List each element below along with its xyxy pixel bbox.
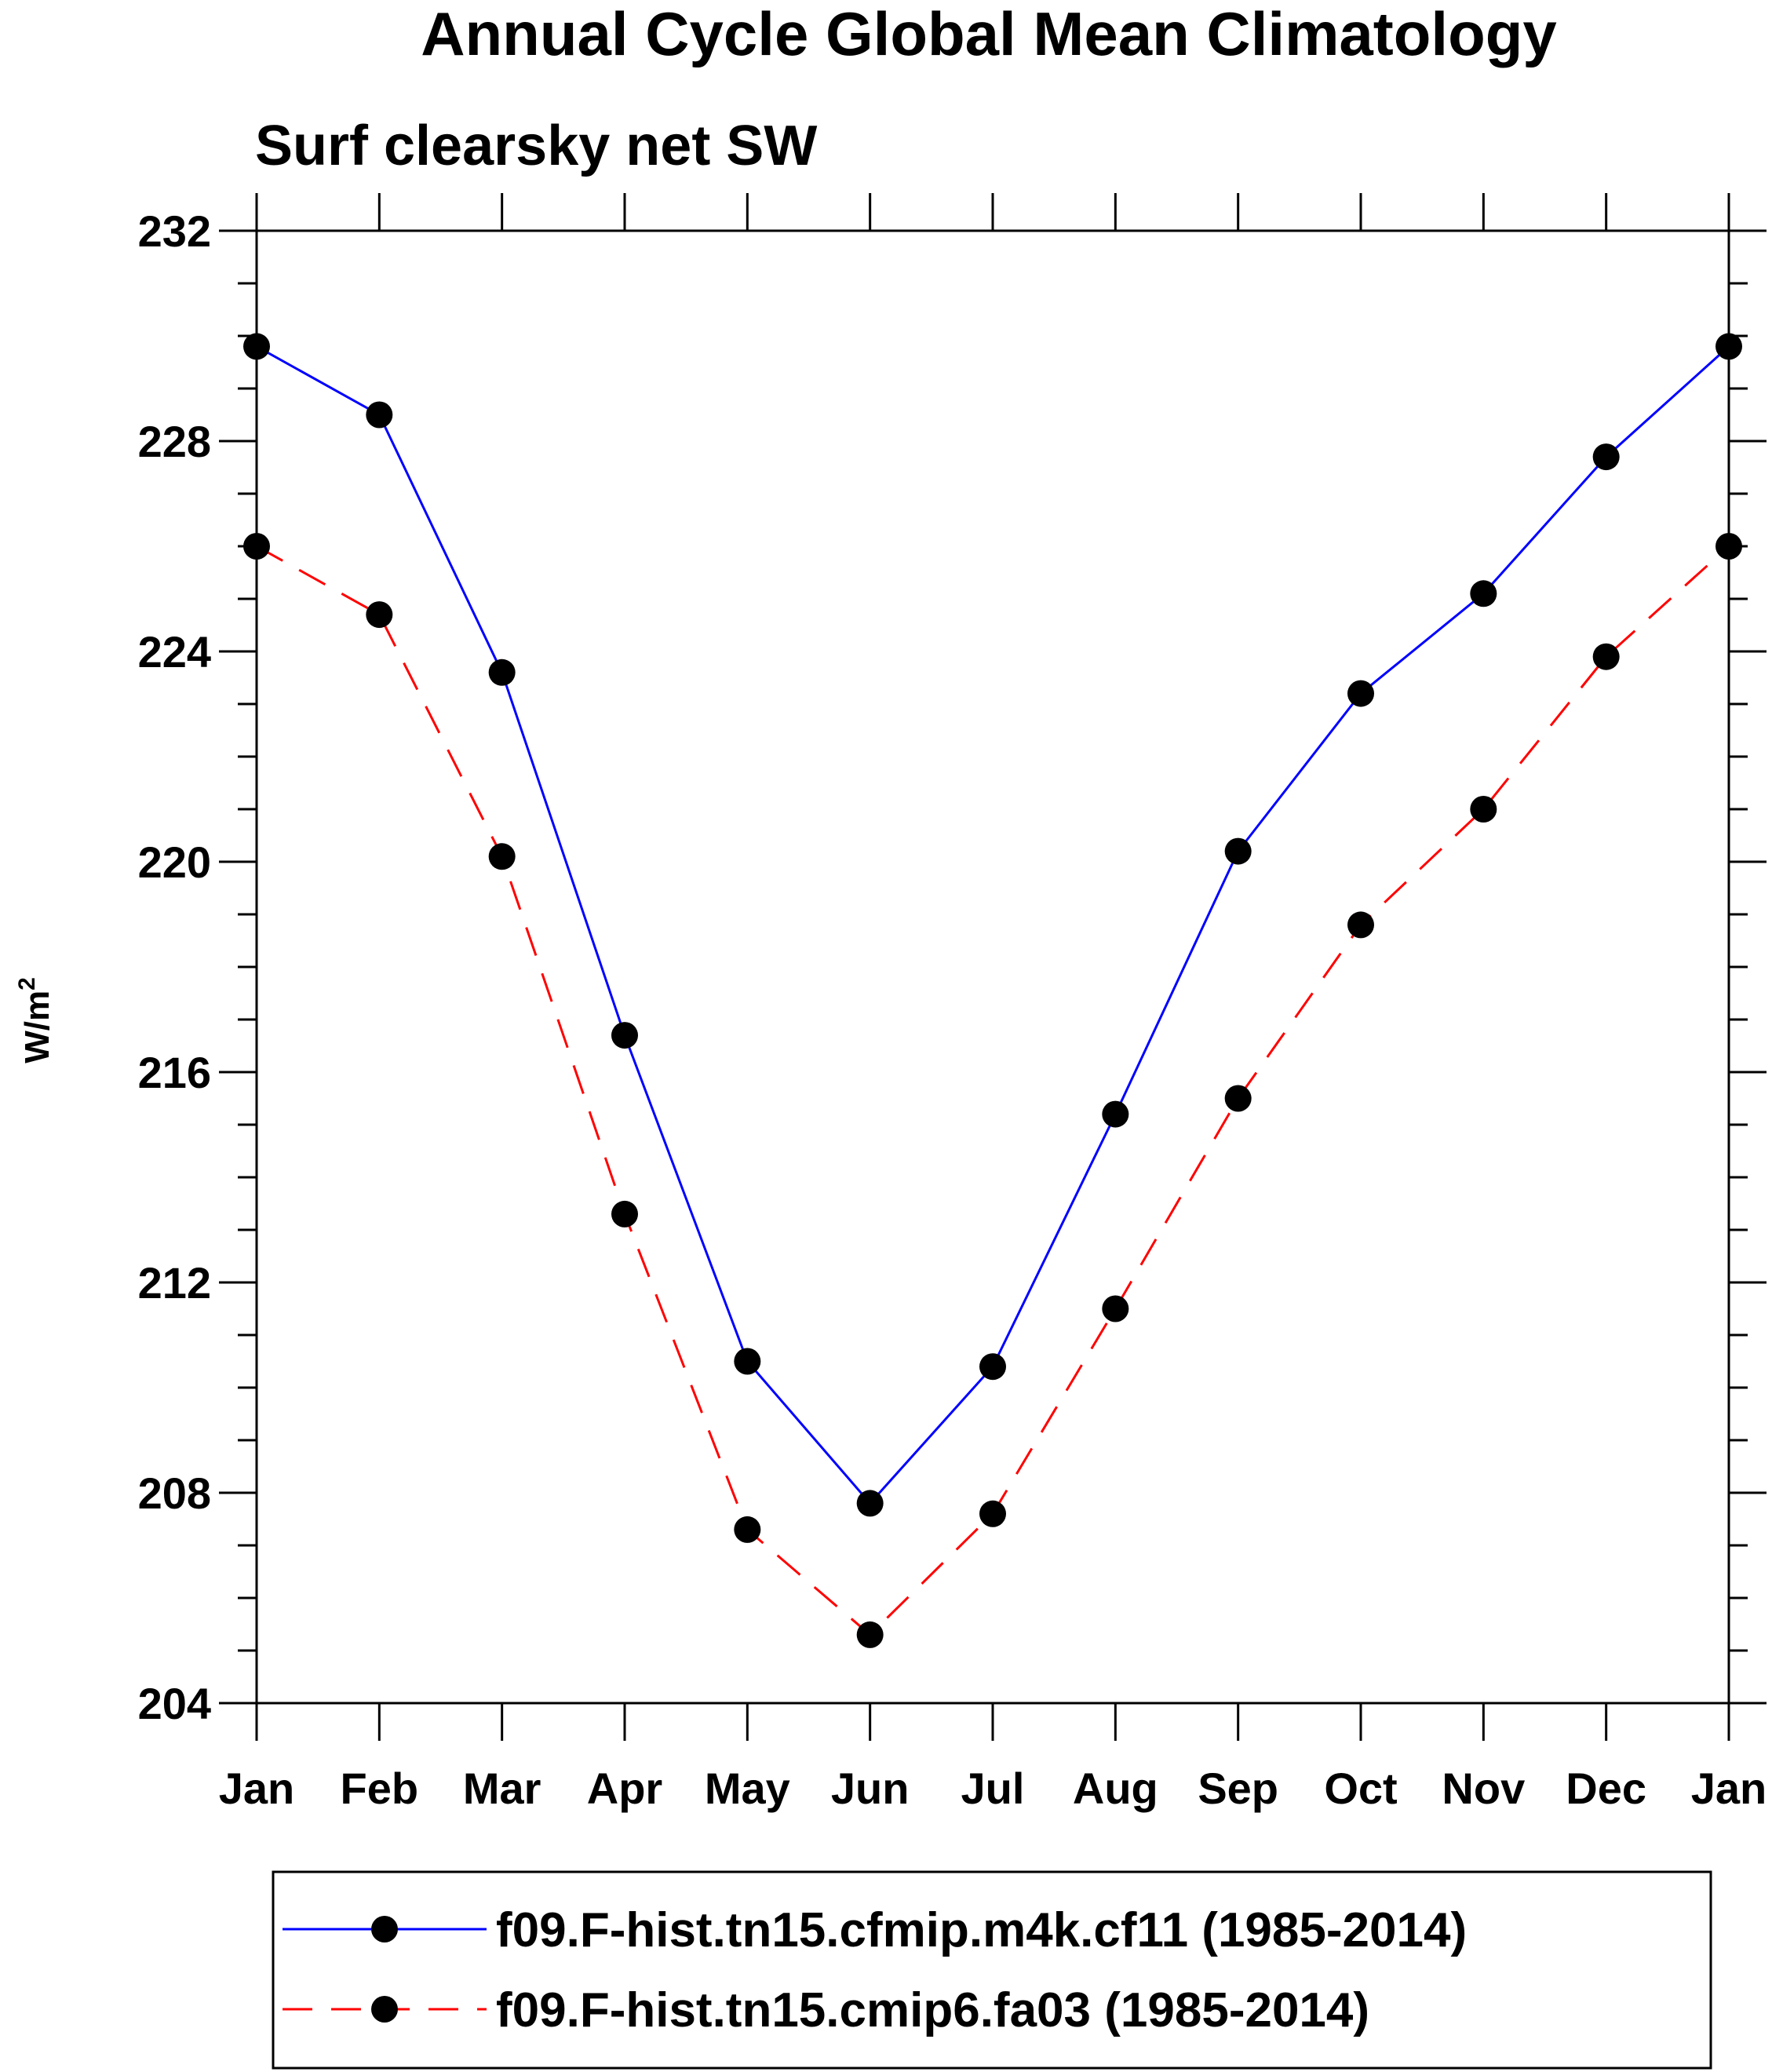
x-tick-label: May: [705, 1764, 790, 1813]
y-tick-label: 220: [138, 837, 211, 887]
series-2-point: [1347, 911, 1374, 939]
y-axis-label: W/m2: [14, 977, 57, 1063]
x-tick-label: Sep: [1198, 1764, 1278, 1813]
series-1-point: [1470, 580, 1497, 607]
series-2-point: [488, 843, 516, 870]
legend: f09.F-hist.tn15.cfmip.m4k.cf11 (1985-201…: [272, 1870, 1712, 2070]
x-tick-labels: Jan Feb Mar Apr May Jun Jul Aug Sep Oct Nov Dec Jan: [219, 1764, 1767, 1813]
x-tick-label: Jan: [219, 1764, 295, 1813]
y-tick-label: 216: [138, 1048, 211, 1097]
series-group: [243, 333, 1742, 1648]
x-tick-label: Jun: [831, 1764, 910, 1813]
x-tick-label: Nov: [1442, 1764, 1525, 1813]
y-tick-label: 224: [138, 627, 211, 677]
legend-box: [272, 1870, 1712, 2070]
y-tick-labels: 204 208 212 216 220 224 228 232: [138, 206, 211, 1728]
series-2-point: [1470, 796, 1497, 823]
series-1-point: [1592, 443, 1620, 471]
legend-label-series-1: f09.F-hist.tn15.cfmip.m4k.cf11 (1985-201…: [496, 1903, 1467, 1957]
chart-title: Annual Cycle Global Mean Climatology: [421, 0, 1557, 68]
series-1-point: [856, 1490, 884, 1517]
series-2-point: [856, 1621, 884, 1648]
x-tick-label: Aug: [1073, 1764, 1158, 1813]
x-tick-label: Jan: [1691, 1764, 1767, 1813]
x-tick-label: Feb: [341, 1764, 419, 1813]
series-2-point: [1715, 533, 1742, 560]
legend-marker-series-2: [371, 1996, 398, 2023]
x-tick-label: Dec: [1566, 1764, 1646, 1813]
series-2-point: [1224, 1085, 1252, 1112]
series-1-point: [488, 658, 516, 686]
y-tick-label: 212: [138, 1258, 211, 1308]
series-1-point: [611, 1022, 638, 1049]
series-2-point: [979, 1500, 1006, 1527]
x-tick-label: Apr: [587, 1764, 662, 1813]
legend-marker-series-1: [371, 1916, 398, 1942]
x-tick-label: Jul: [961, 1764, 1025, 1813]
series-1-point: [1224, 837, 1252, 865]
series-1-point: [734, 1348, 761, 1375]
series-1-point: [1102, 1100, 1129, 1128]
y-axis-label-main: W/m: [18, 990, 57, 1063]
series-1-point: [979, 1353, 1006, 1381]
series-2-point: [611, 1200, 638, 1228]
y-tick-label: 204: [138, 1679, 211, 1728]
plot-border: [255, 229, 1730, 1705]
x-tick-label: Oct: [1324, 1764, 1397, 1813]
series-2-point: [243, 533, 270, 560]
series-1-point: [1347, 680, 1374, 707]
y-tick-label: 232: [138, 206, 211, 256]
y-tick-label: 208: [138, 1468, 211, 1518]
series-1-point: [366, 401, 393, 429]
x-tick-label: Mar: [463, 1764, 541, 1813]
series-line-1: [256, 345, 1730, 1505]
series-1-point: [1715, 333, 1742, 360]
plot-frame: [255, 229, 1730, 1705]
series-1-point: [243, 333, 270, 360]
series-2-point: [366, 601, 393, 629]
y-tick-label: 228: [138, 417, 211, 466]
chart-subtitle: Surf clearsky net SW: [255, 115, 817, 177]
y-axis-label-superscript: 2: [14, 977, 40, 990]
series-2-point: [734, 1516, 761, 1543]
legend-label-series-2: f09.F-hist.tn15.cmip6.fa03 (1985-2014): [496, 1983, 1369, 2037]
series-line-2: [256, 545, 1730, 1636]
series-2-point: [1102, 1295, 1129, 1322]
axis-ticks: [219, 193, 1767, 1741]
series-2-point: [1592, 643, 1620, 670]
